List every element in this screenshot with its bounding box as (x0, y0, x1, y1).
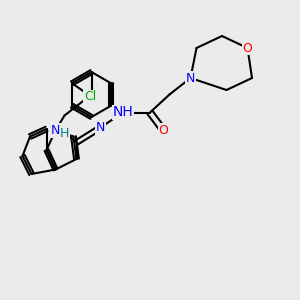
Text: O: O (159, 124, 168, 137)
Text: N: N (51, 124, 60, 137)
Text: H: H (60, 127, 69, 140)
Text: NH: NH (112, 106, 134, 119)
Text: Cl: Cl (84, 90, 96, 103)
Text: N: N (186, 71, 195, 85)
Text: N: N (96, 121, 105, 134)
Text: O: O (243, 41, 252, 55)
